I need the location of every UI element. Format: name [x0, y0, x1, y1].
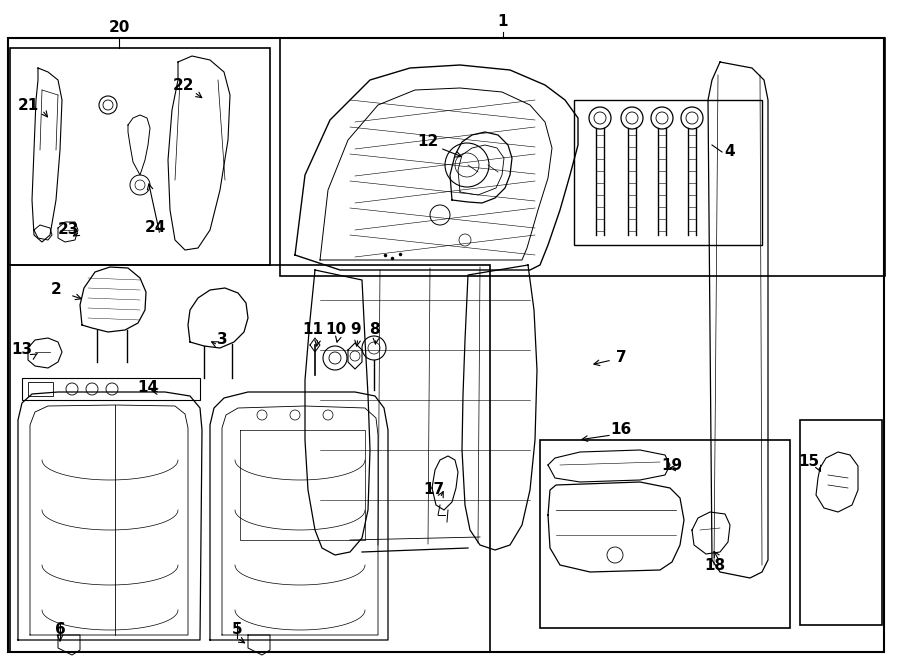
Text: 16: 16 — [610, 422, 632, 438]
Text: 3: 3 — [217, 332, 228, 348]
Text: 14: 14 — [138, 381, 158, 395]
Text: 4: 4 — [724, 145, 735, 159]
Text: 5: 5 — [231, 623, 242, 637]
Text: 13: 13 — [12, 342, 32, 358]
Text: 6: 6 — [55, 623, 66, 637]
Text: 18: 18 — [705, 557, 725, 572]
Text: 15: 15 — [798, 455, 820, 469]
Text: 9: 9 — [351, 323, 361, 338]
Text: 22: 22 — [173, 77, 194, 93]
Text: 8: 8 — [369, 323, 379, 338]
Text: 23: 23 — [58, 223, 78, 237]
Bar — [22, 378, 200, 400]
Text: 2: 2 — [50, 282, 61, 297]
Bar — [280, 38, 885, 276]
Bar — [10, 265, 490, 652]
Text: 21: 21 — [17, 98, 39, 112]
Text: 10: 10 — [326, 323, 346, 338]
Bar — [10, 48, 270, 265]
Bar — [574, 100, 762, 245]
Text: 24: 24 — [144, 221, 166, 235]
Text: 20: 20 — [108, 20, 130, 36]
Text: 17: 17 — [423, 483, 445, 498]
Text: 12: 12 — [418, 134, 438, 149]
Text: 19: 19 — [662, 457, 682, 473]
Bar — [540, 440, 790, 628]
Text: 7: 7 — [616, 350, 626, 366]
Bar — [800, 420, 882, 625]
Text: 1: 1 — [498, 15, 508, 30]
Text: 11: 11 — [302, 323, 323, 338]
Bar — [28, 382, 53, 396]
